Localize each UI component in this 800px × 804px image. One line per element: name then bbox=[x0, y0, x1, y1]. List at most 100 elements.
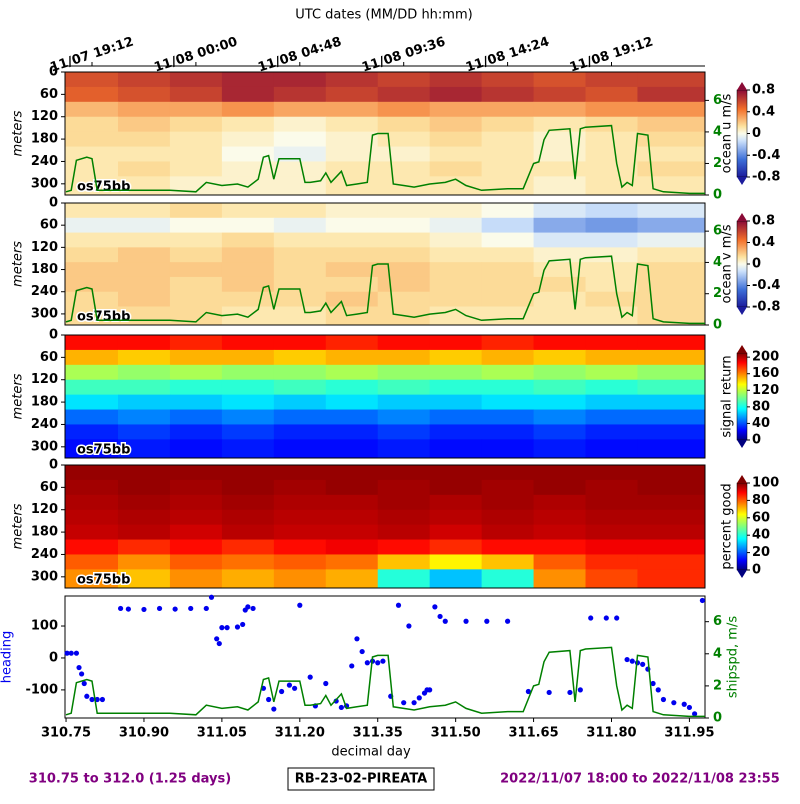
heat-cell bbox=[169, 349, 223, 366]
heat-cell bbox=[221, 335, 275, 351]
heat-cell bbox=[637, 439, 706, 459]
top-tick-label: 11/08 19:12 bbox=[568, 34, 655, 75]
heat-cell bbox=[273, 335, 327, 351]
heading-point bbox=[333, 698, 339, 704]
heat-cell bbox=[273, 291, 327, 308]
heading-point bbox=[68, 650, 74, 656]
heading-point bbox=[188, 605, 194, 612]
heat-cell bbox=[221, 509, 275, 526]
heat-cell bbox=[429, 409, 483, 425]
heat-cell bbox=[481, 364, 535, 381]
heat-cell bbox=[429, 116, 483, 133]
colorbar-tick-label: 100 bbox=[752, 476, 779, 491]
heat-cell bbox=[117, 479, 171, 496]
heat-cell bbox=[377, 217, 431, 234]
heat-cell bbox=[377, 509, 431, 526]
heat-cell bbox=[169, 203, 223, 219]
colorbar-cap bbox=[737, 475, 747, 483]
heat-cell bbox=[273, 494, 327, 511]
heat-cell bbox=[481, 291, 535, 308]
heat-cell bbox=[585, 394, 638, 411]
heading-point bbox=[240, 621, 246, 628]
plot-frame bbox=[64, 595, 706, 719]
heat-cell bbox=[481, 262, 535, 278]
heat-cell bbox=[65, 116, 119, 133]
heat-cell bbox=[325, 569, 379, 589]
heat-cell bbox=[65, 539, 119, 555]
heat-cell bbox=[429, 203, 483, 219]
heat-cell bbox=[221, 146, 275, 162]
heat-cell bbox=[377, 424, 431, 440]
heat-cell bbox=[429, 306, 483, 326]
heat-cell bbox=[273, 479, 327, 496]
heat-cell bbox=[637, 364, 706, 381]
heat-cell bbox=[637, 72, 706, 88]
heat-cell bbox=[533, 232, 587, 248]
heat-cell bbox=[221, 554, 275, 570]
colorbar-cap bbox=[737, 345, 747, 353]
heat-cell bbox=[637, 247, 706, 263]
heat-cell bbox=[481, 116, 535, 133]
heat-cell bbox=[221, 161, 275, 177]
heat-cell bbox=[377, 146, 431, 162]
heat-cell bbox=[117, 86, 171, 103]
panel-annotation: os75bb bbox=[77, 180, 130, 195]
colorbar-label: signal return bbox=[720, 355, 735, 437]
y-tick-label: 300 bbox=[31, 439, 58, 454]
top-tick-label: 11/08 14:24 bbox=[464, 34, 551, 75]
heat-cell bbox=[117, 146, 171, 162]
heat-cell bbox=[637, 276, 706, 293]
y2-tick-label: 2 bbox=[713, 156, 722, 171]
colorbar-tick-label: -0.4 bbox=[752, 148, 780, 163]
heat-cell bbox=[637, 116, 706, 133]
heat-cell bbox=[377, 409, 431, 425]
heat-cell bbox=[637, 494, 706, 511]
heat-cell bbox=[117, 276, 171, 293]
heat-cell bbox=[533, 394, 587, 411]
heading-point bbox=[64, 650, 70, 656]
heading-point bbox=[323, 680, 329, 687]
heading-point bbox=[349, 663, 355, 669]
heading-point bbox=[245, 604, 251, 610]
y-tick-label: -100 bbox=[25, 682, 58, 697]
y-tick-label: 180 bbox=[31, 395, 58, 410]
heat-cell bbox=[169, 161, 223, 177]
heat-cell bbox=[637, 539, 706, 555]
heat-cell bbox=[377, 276, 431, 293]
heat-cell bbox=[325, 364, 379, 381]
heat-cell bbox=[481, 217, 535, 234]
heat-cell bbox=[533, 509, 587, 526]
heat-cell bbox=[273, 176, 327, 196]
heat-cell bbox=[429, 176, 483, 196]
heading-point bbox=[686, 704, 693, 711]
heat-cell bbox=[585, 101, 638, 118]
colorbar-tick-label: 40 bbox=[752, 528, 770, 543]
y-tick-label: 120 bbox=[31, 372, 58, 387]
heat-cell bbox=[65, 394, 119, 411]
colorbar bbox=[736, 89, 748, 178]
heat-cell bbox=[325, 439, 379, 459]
heading-point bbox=[650, 680, 656, 687]
heat-cell bbox=[273, 379, 327, 396]
heat-cell bbox=[169, 232, 223, 248]
heat-cell bbox=[117, 232, 171, 248]
heat-cell bbox=[637, 335, 706, 351]
y-tick-label: 60 bbox=[40, 350, 58, 365]
panel-annotation: os75bb bbox=[77, 573, 130, 588]
heading-point bbox=[442, 618, 448, 624]
x-tick-label: 311.35 bbox=[353, 726, 403, 741]
y-tick-label: 0 bbox=[49, 328, 58, 343]
heat-cell bbox=[325, 394, 379, 411]
heading-point bbox=[354, 636, 360, 642]
heat-cell bbox=[429, 524, 483, 541]
heat-cell bbox=[273, 262, 327, 278]
heat-cell bbox=[169, 146, 223, 162]
heat-cell bbox=[221, 232, 275, 248]
heat-cell bbox=[377, 291, 431, 308]
heat-cell bbox=[221, 524, 275, 541]
x-tick-label: 310.90 bbox=[119, 726, 169, 741]
heat-cell bbox=[429, 509, 483, 526]
heat-cell bbox=[377, 569, 431, 589]
heading-point bbox=[395, 602, 402, 608]
heat-cell bbox=[273, 409, 327, 425]
